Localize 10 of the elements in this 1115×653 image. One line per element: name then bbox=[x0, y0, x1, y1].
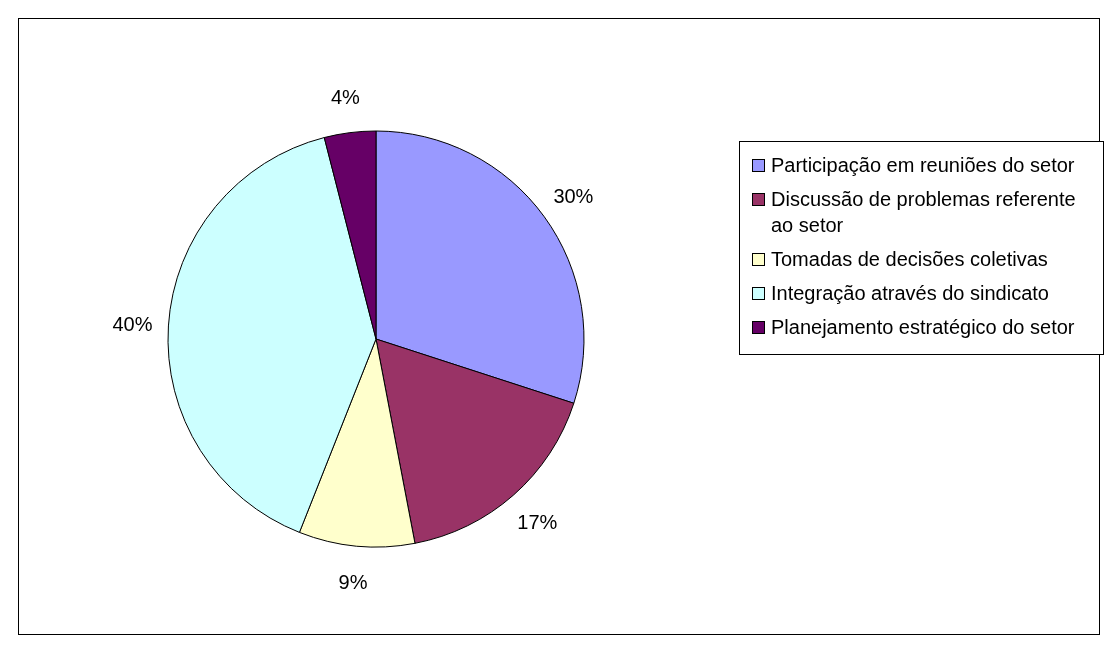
legend-label: Participação em reuniões do setor bbox=[771, 153, 1075, 178]
data-label: 9% bbox=[338, 570, 368, 593]
data-label: 4% bbox=[330, 85, 361, 108]
data-label: 40% bbox=[112, 312, 153, 335]
legend-label: Discussão de problemas referente ao setor bbox=[771, 187, 1077, 238]
data-label: 17% bbox=[517, 511, 558, 534]
data-label: 30% bbox=[553, 184, 594, 207]
legend-label: Integração através do sindicato bbox=[771, 281, 1049, 306]
legend-label: Planejamento estratégico do setor bbox=[771, 315, 1075, 340]
legend-label: Tomadas de decisões coletivas bbox=[771, 247, 1048, 272]
